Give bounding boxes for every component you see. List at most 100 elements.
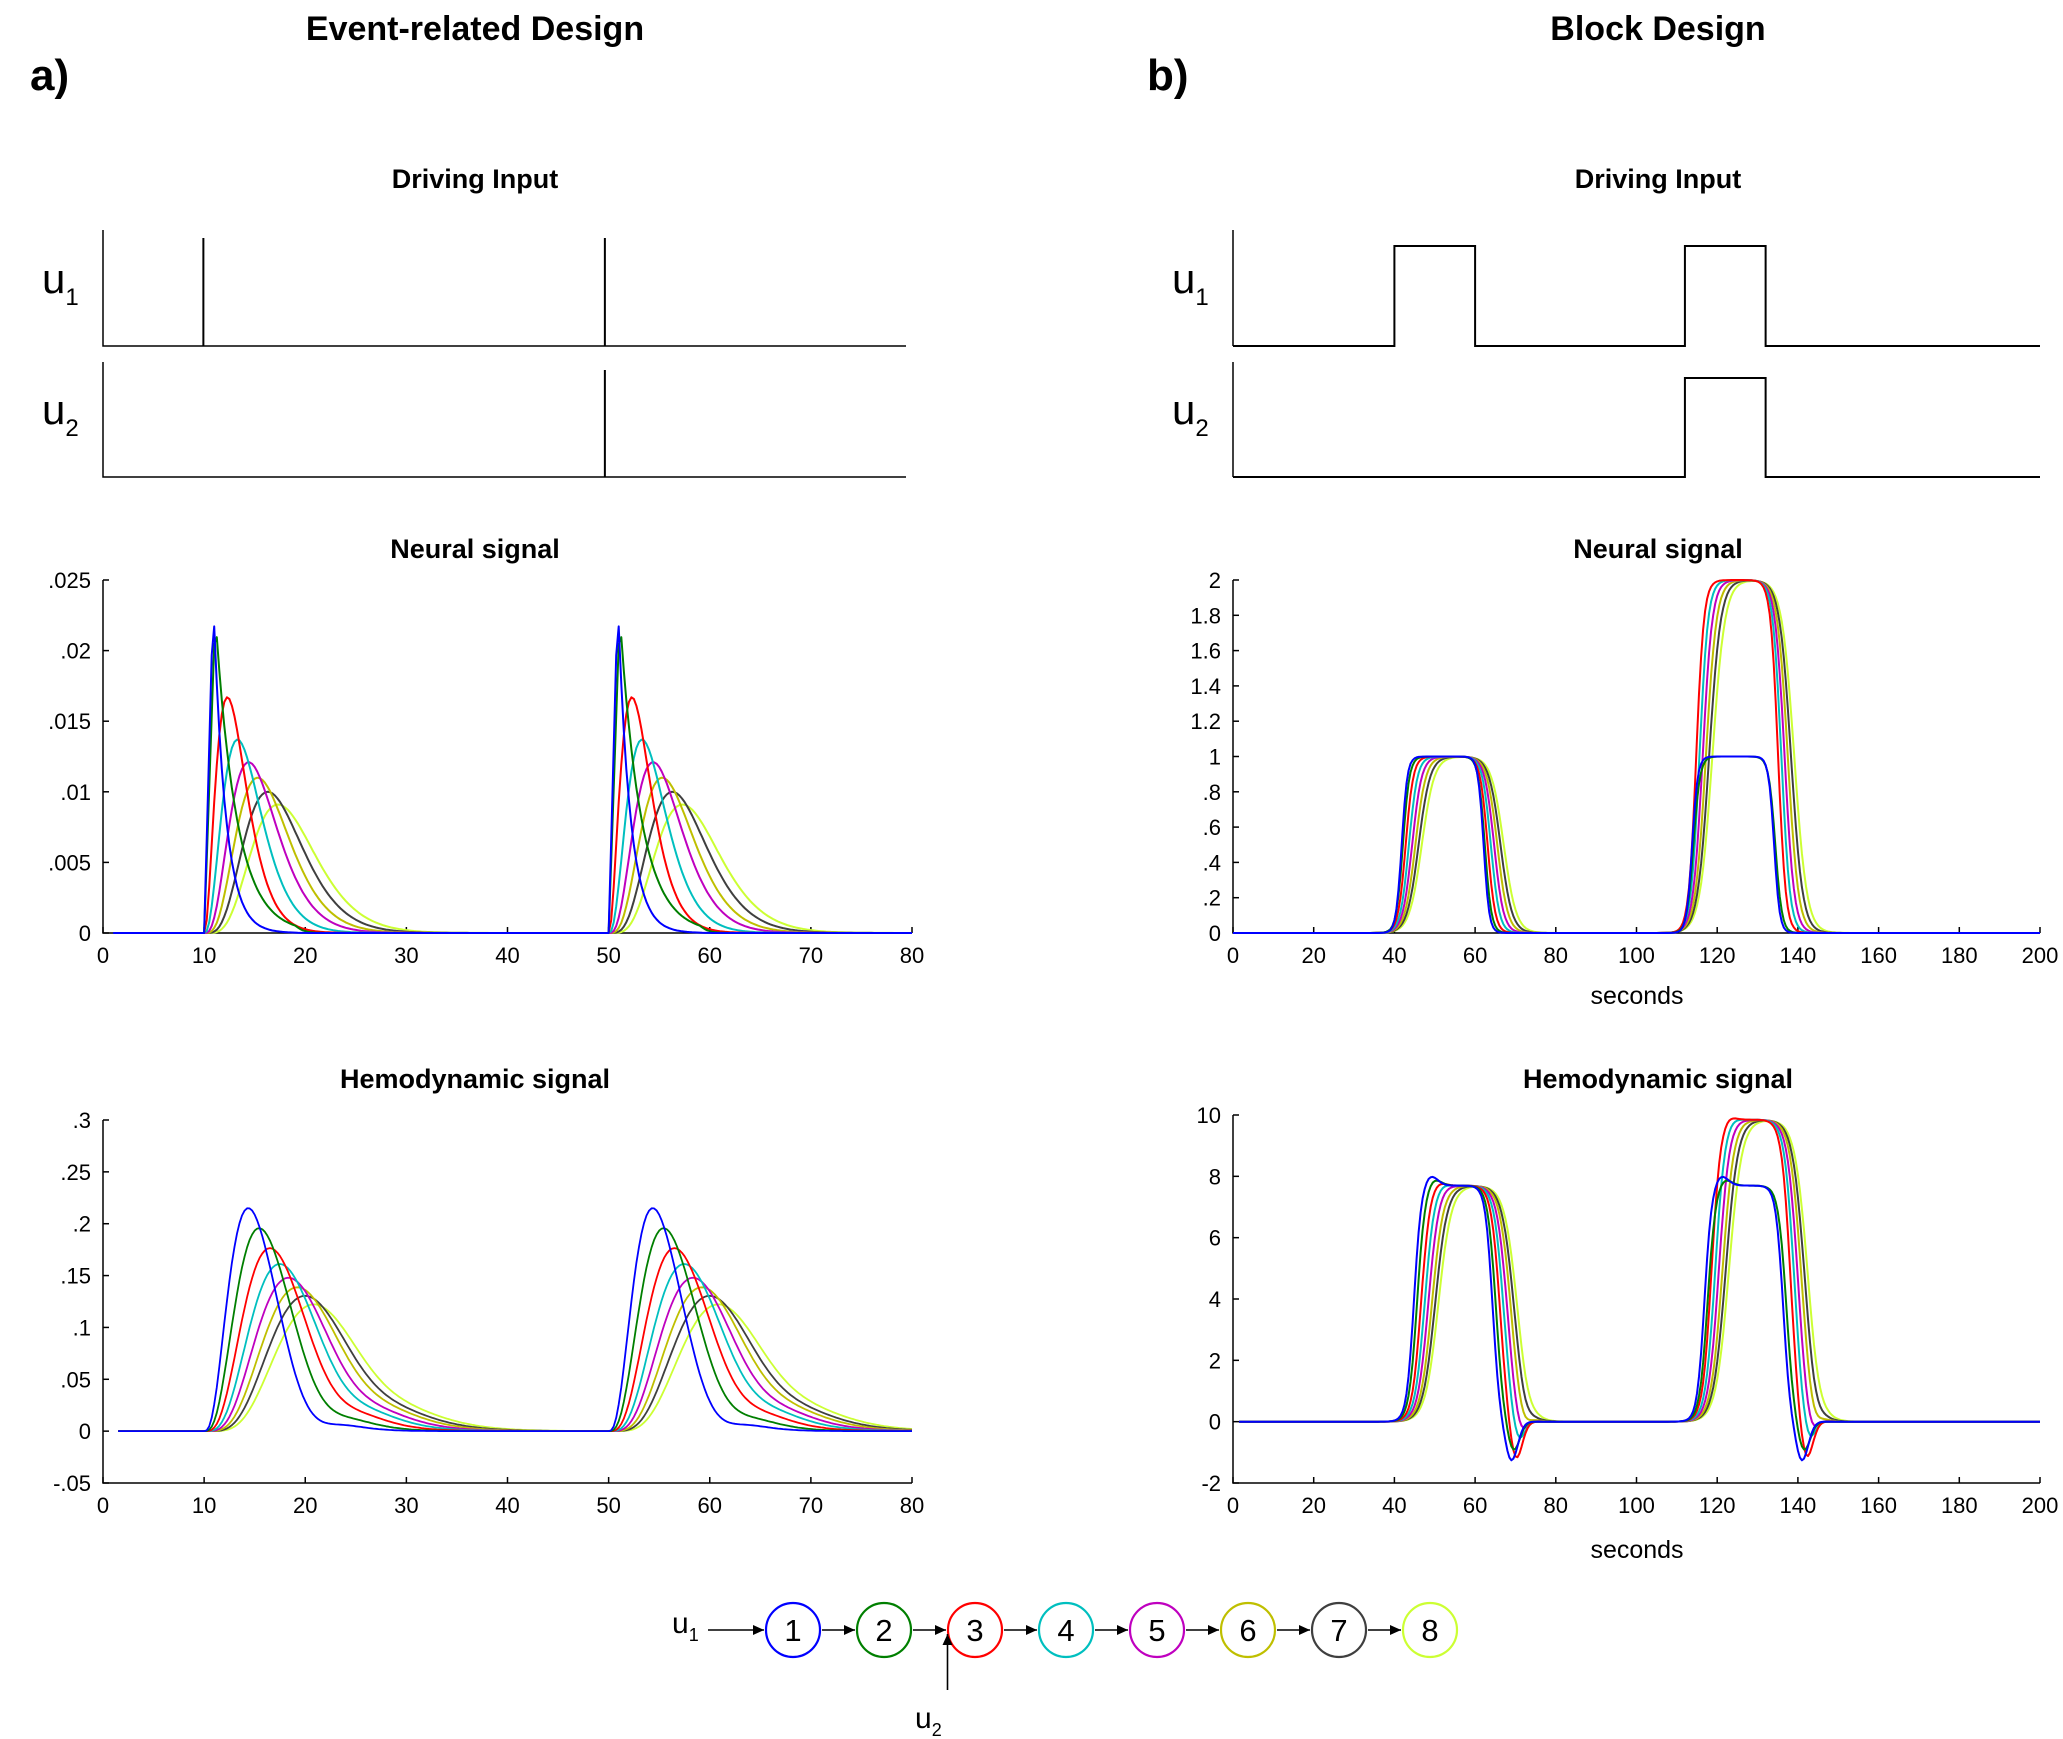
a-neural-series-3	[113, 696, 912, 934]
b-hemo-series-5	[1239, 1118, 2040, 1429]
b-hemo-xtick-label: 80	[1544, 1493, 1568, 1518]
b-hemo-series-7	[1239, 1119, 2040, 1423]
b-u1-label: u1	[1172, 255, 1209, 311]
b-hemo-ytick-label: -2	[1201, 1471, 1221, 1496]
b-neural-xtick-label: 0	[1227, 943, 1239, 968]
b-u2-label: u2	[1172, 386, 1209, 442]
a-neural-xtick-label: 50	[596, 943, 620, 968]
b-neural-ytick-label: 1.8	[1190, 603, 1221, 628]
a-neural-axes	[102, 580, 912, 934]
panel-a-letter: a)	[30, 51, 69, 100]
a-neural-xtick-label: 60	[698, 943, 722, 968]
svg-text:u1: u1	[42, 255, 79, 311]
a-neural-title: Neural signal	[390, 534, 560, 564]
b-neural-plot: 0 20 40 60 80 100 120 140 160 180 200 0 .2 .4 .6 .8 1 1.2…	[1190, 568, 2058, 968]
a-hemo-ytick-label: .2	[73, 1212, 91, 1237]
b-neural-xtick-label: 140	[1780, 943, 1817, 968]
b-neural-ytick-label: .4	[1203, 850, 1221, 875]
svg-text:u2: u2	[915, 1702, 942, 1739]
a-hemo-xtick-label: 60	[698, 1493, 722, 1518]
panel-b-letter: b)	[1147, 51, 1189, 100]
chain-node-label-5: 5	[1148, 1613, 1165, 1648]
a-driving-axes-1	[102, 230, 906, 347]
a-neural-xtick-label: 20	[293, 943, 317, 968]
a-hemo-series-1	[118, 1207, 912, 1432]
chain-node-label-4: 4	[1057, 1613, 1074, 1648]
a-neural-xtick-label: 80	[900, 943, 924, 968]
chain-node-label-3: 3	[966, 1613, 983, 1648]
svg-text:u2: u2	[1172, 386, 1209, 442]
b-neural-xtick-label: 80	[1544, 943, 1568, 968]
b-hemo-title: Hemodynamic signal	[1523, 1064, 1793, 1094]
b-hemo-ytick-label: 4	[1209, 1287, 1221, 1312]
b-neural-axes	[1232, 580, 2040, 934]
a-neural-ytick-label: .025	[48, 568, 91, 593]
b-neural-series-3	[1233, 579, 2040, 934]
b-neural-xlabel: seconds	[1590, 982, 1683, 1010]
region-chain-diagram: u1 u2 1 2 3 4 5 6 7 8	[672, 1601, 1459, 1739]
b-hemo-xtick-label: 120	[1699, 1493, 1736, 1518]
chain-node-4	[1037, 1601, 1095, 1659]
chain-arrow-2-3-head	[935, 1625, 946, 1635]
b-hemo-xtick-label: 140	[1780, 1493, 1817, 1518]
a-hemo-xtick-label: 30	[394, 1493, 418, 1518]
b-neural-ytick-label: 1.2	[1190, 709, 1221, 734]
chain-node-1	[764, 1601, 822, 1659]
a-u2-label: u2	[42, 386, 79, 442]
b-neural-xtick-label: 40	[1382, 943, 1406, 968]
a-neural-xtick-label: 10	[192, 943, 216, 968]
b-neural-title: Neural signal	[1573, 534, 1743, 564]
a-hemo-xtick-label: 50	[596, 1493, 620, 1518]
b-driving-title: Driving Input	[1575, 164, 1741, 194]
b-hemo-ytick-label: 10	[1197, 1103, 1221, 1128]
b-neural-xtick-label: 200	[2022, 943, 2059, 968]
a-hemo-xtick-label: 20	[293, 1493, 317, 1518]
a-hemo-title: Hemodynamic signal	[340, 1064, 610, 1094]
b-neural-series-7	[1233, 579, 2040, 934]
b-driving-boxcar-u1	[1233, 245, 2040, 347]
chain-arrow-4-5-head	[1117, 1625, 1128, 1635]
chain-node-7	[1310, 1601, 1368, 1659]
chain-u2-arrow-head	[942, 1634, 953, 1645]
b-neural-series-4	[1233, 579, 2040, 934]
chain-u1-label: u1	[672, 1607, 699, 1645]
chain-arrow-3-4-head	[1026, 1625, 1037, 1635]
chain-node-label-2: 2	[875, 1613, 892, 1648]
b-neural-series-1	[1233, 755, 2040, 934]
b-hemo-xtick-label: 200	[2022, 1493, 2059, 1518]
b-neural-ytick-label: 2	[1209, 568, 1221, 593]
b-hemo-xtick-label: 180	[1941, 1493, 1978, 1518]
b-hemo-ytick-label: 6	[1209, 1226, 1221, 1251]
panel-b-title: Block Design	[1550, 10, 1765, 48]
svg-text:u1: u1	[1172, 255, 1209, 311]
b-hemo-series-8	[1239, 1120, 2040, 1423]
a-neural-xtick-label: 0	[97, 943, 109, 968]
b-hemo-ytick-label: 0	[1209, 1410, 1221, 1435]
a-driving-plot	[102, 230, 906, 478]
b-hemo-xtick-label: 40	[1382, 1493, 1406, 1518]
b-neural-ytick-label: .8	[1203, 780, 1221, 805]
a-hemo-ytick-label: .05	[60, 1367, 91, 1392]
chain-node-3	[946, 1601, 1004, 1659]
a-hemo-plot: 0 10 20 30 40 50 60 70 80-.050.05.1.15.2.25.3	[53, 1108, 924, 1518]
a-neural-xtick-label: 70	[799, 943, 823, 968]
b-neural-ytick-label: .6	[1203, 815, 1221, 840]
panel-a-title: Event-related Design	[306, 10, 644, 48]
b-neural-ytick-label: 1.4	[1190, 674, 1221, 699]
b-hemo-ytick-label: 8	[1209, 1164, 1221, 1189]
b-hemo-series-6	[1239, 1119, 2040, 1423]
chain-node-label-8: 8	[1421, 1613, 1438, 1648]
a-neural-ytick-label: 0	[79, 921, 91, 946]
a-neural-xtick-label: 30	[394, 943, 418, 968]
a-neural-series-4	[113, 738, 912, 934]
chain-arrow-7-8-head	[1390, 1625, 1401, 1635]
a-driving-axes-2	[102, 362, 906, 478]
chain-node-label-7: 7	[1330, 1613, 1347, 1648]
a-neural-ytick-label: .02	[60, 639, 91, 664]
a-hemo-ytick-label: .25	[60, 1160, 91, 1185]
b-neural-ytick-label: .2	[1203, 886, 1221, 911]
chain-node-label-1: 1	[784, 1613, 801, 1648]
a-hemo-ytick-label: 0	[79, 1419, 91, 1444]
